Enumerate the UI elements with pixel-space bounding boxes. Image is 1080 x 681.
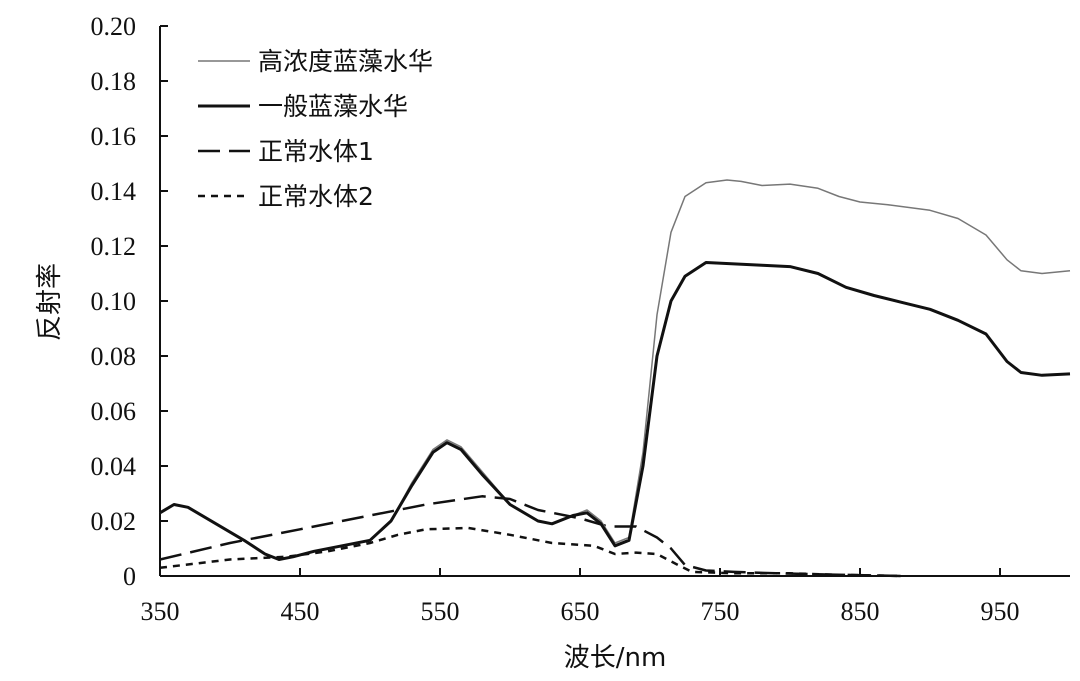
x-axis-label: 波长/nm <box>564 643 667 673</box>
legend-label-1: 高浓度蓝藻水华 <box>258 47 433 76</box>
x-tick-label: 450 <box>281 597 320 626</box>
y-axis-label: 反射率 <box>35 263 65 341</box>
y-tick-label: 0.20 <box>91 12 137 41</box>
x-tick-label: 850 <box>841 597 880 626</box>
axis-labels: 波长/nm 反射率 <box>35 263 666 673</box>
axes: 0 0.02 0.04 0.06 0.08 0.10 0.12 0.14 0.16 0.18 0.2… <box>91 12 1070 626</box>
legend-label-3: 正常水体1 <box>258 137 374 166</box>
x-tick-label: 650 <box>561 597 600 626</box>
series-line-3 <box>159 495 903 578</box>
y-tick-label: 0.16 <box>91 122 137 151</box>
x-tick-label: 350 <box>141 597 180 626</box>
series-line-2 <box>159 261 1071 561</box>
legend-label-2: 一般蓝藻水华 <box>258 92 408 121</box>
series-group <box>159 179 1071 578</box>
x-tick-label: 750 <box>701 597 740 626</box>
y-tick-label: 0.02 <box>91 507 137 536</box>
series-line-1 <box>159 179 1071 561</box>
x-tick-label: 550 <box>421 597 460 626</box>
y-tick-label: 0.12 <box>91 232 137 261</box>
y-tick-label: 0.08 <box>91 342 137 371</box>
y-tick-label: 0.06 <box>91 397 137 426</box>
y-tick-label: 0.18 <box>91 67 137 96</box>
legend-label-4: 正常水体2 <box>258 182 374 211</box>
y-tick-label: 0.04 <box>91 452 137 481</box>
y-tick-label: 0 <box>123 562 136 591</box>
y-tick-label: 0.10 <box>91 287 137 316</box>
x-tick-label: 950 <box>981 597 1020 626</box>
y-tick-label: 0.14 <box>91 177 137 206</box>
series-line-4 <box>159 526 903 578</box>
